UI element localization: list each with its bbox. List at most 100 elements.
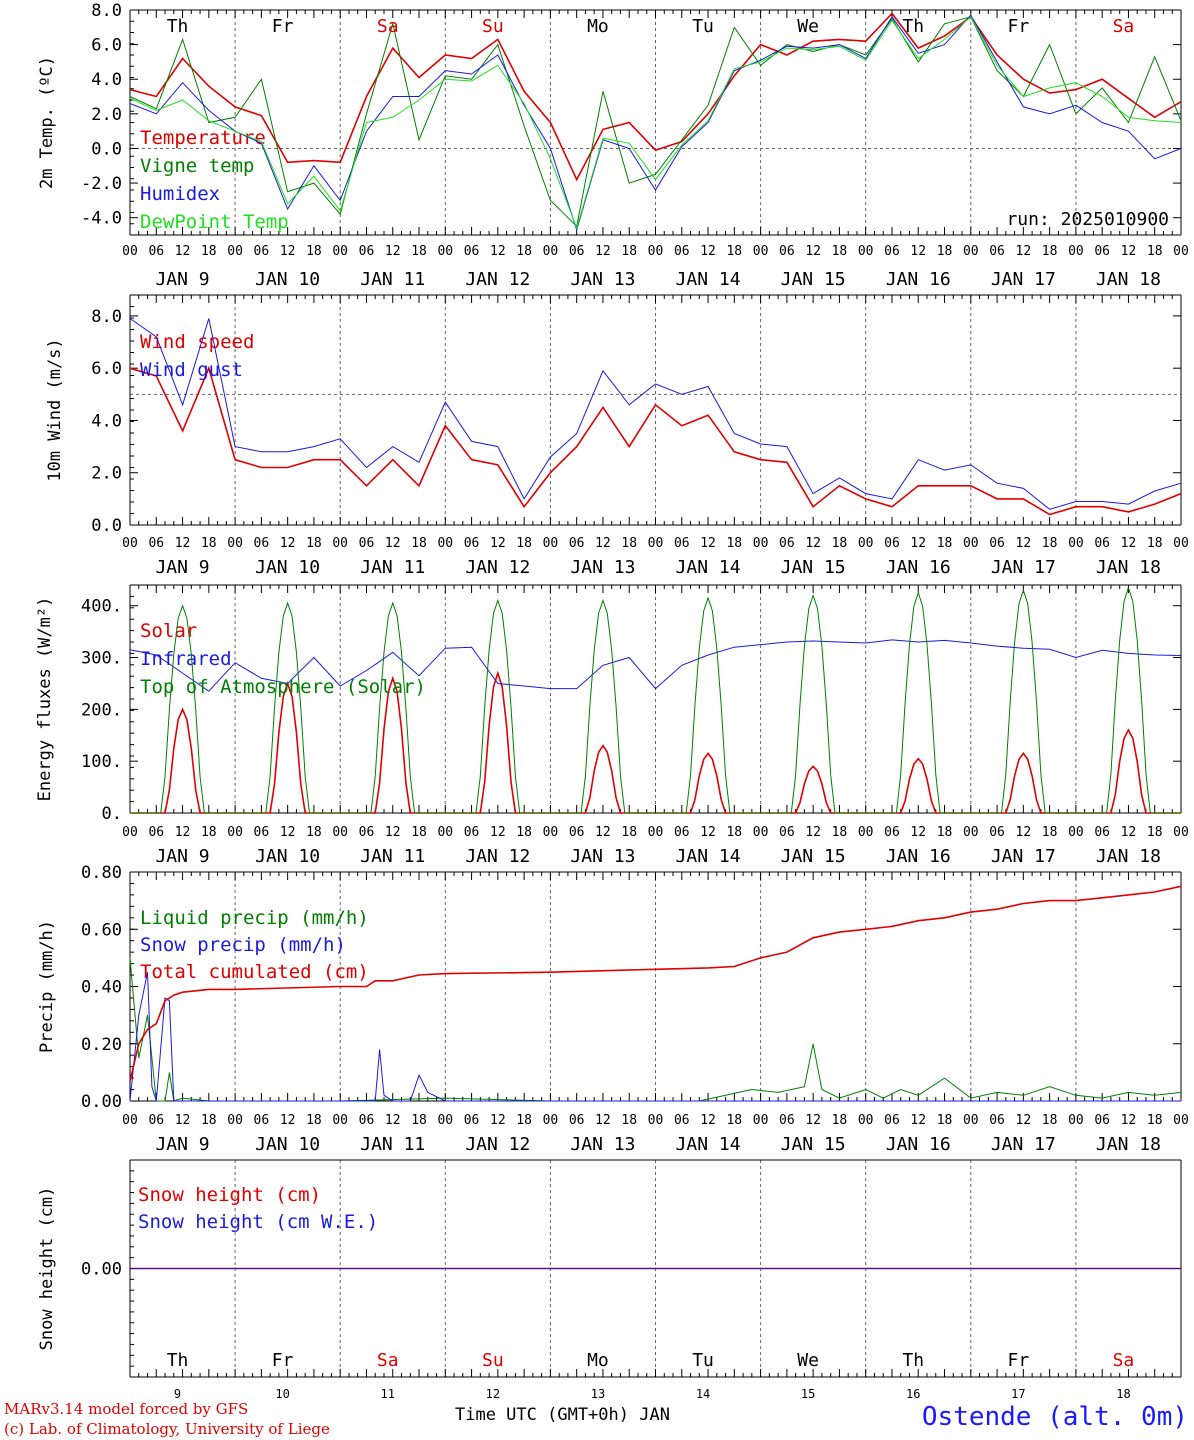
hour-tick-label: 06	[1094, 536, 1110, 551]
hour-tick-label: 00	[1068, 825, 1084, 840]
series-line-top-of-atmosphere-solar-	[130, 585, 1181, 814]
y-tick-label: 0.80	[81, 863, 122, 883]
hour-tick-label: 18	[411, 825, 427, 840]
hour-tick-label: 00	[543, 244, 559, 259]
y-axis-title: Snow height (cm)	[37, 1187, 57, 1351]
series-line-dewpoint-temp	[129, 16, 1182, 230]
hour-tick-label: 12	[1121, 1113, 1137, 1128]
hour-tick-label: 00	[543, 536, 559, 551]
date-label: JAN 15	[781, 846, 846, 867]
hour-tick-label: 06	[779, 1113, 795, 1128]
y-tick-label: 4.0	[91, 70, 122, 90]
date-label: JAN 11	[360, 557, 425, 578]
hour-tick-label: 12	[595, 825, 611, 840]
weekday-label-bottom: Th	[902, 1350, 924, 1371]
hour-tick-label: 00	[753, 825, 769, 840]
hour-tick-label: 00	[543, 825, 559, 840]
hour-tick-label: 00	[858, 244, 874, 259]
y-tick-label: 2.0	[91, 105, 122, 125]
hour-tick-label: 12	[280, 536, 296, 551]
date-label: JAN 13	[570, 1134, 635, 1155]
legend-entry: Wind speed	[140, 331, 254, 353]
panel-2: 8.0 6.0 4.0 2.0 0.0 10m Wind (m/s) 00 06 12 18 JAN…	[45, 294, 1189, 578]
hour-tick-label: 12	[175, 1113, 191, 1128]
y-tick-label: 100.	[81, 752, 122, 772]
y-tick-label: 6.0	[91, 359, 122, 379]
weekday-label-top: We	[797, 16, 819, 37]
hour-tick-label: 06	[148, 1113, 164, 1128]
day-number-label: 10	[275, 1387, 289, 1401]
hour-tick-label: 00	[122, 825, 138, 840]
legend-entry: Snow height (cm)	[138, 1184, 321, 1206]
day-number-label: 11	[381, 1387, 395, 1401]
hour-tick-label: 06	[1094, 825, 1110, 840]
hour-tick-label: 12	[490, 536, 506, 551]
y-axis-title: 10m Wind (m/s)	[45, 338, 65, 481]
hour-tick-label: 12	[595, 1113, 611, 1128]
y-tick-label: 0.0	[91, 139, 122, 159]
series-line-total-cumulated-cm-	[129, 885, 1182, 1082]
date-label: JAN 18	[1096, 269, 1161, 290]
y-tick-label: 6.0	[91, 36, 122, 56]
model-credit: MARv3.14 model forced by GFS	[4, 1400, 249, 1418]
hour-tick-label: 06	[884, 244, 900, 259]
hour-tick-label: 00	[227, 244, 243, 259]
hour-tick-label: 12	[280, 1113, 296, 1128]
hour-tick-label: 12	[1016, 536, 1032, 551]
hour-tick-label: 18	[411, 536, 427, 551]
hour-tick-label: 06	[674, 1113, 690, 1128]
hour-tick-label: 12	[595, 244, 611, 259]
hour-tick-label: 12	[805, 825, 821, 840]
hour-tick-label: 18	[516, 244, 532, 259]
hour-tick-label: 18	[411, 244, 427, 259]
hour-tick-label: 06	[674, 825, 690, 840]
hour-tick-label: 12	[1016, 244, 1032, 259]
hour-tick-label: 00	[437, 244, 453, 259]
weekday-label-top: Mo	[587, 16, 609, 37]
hour-tick-label: 00	[1068, 244, 1084, 259]
hour-tick-label: 00	[332, 536, 348, 551]
hour-tick-label: 18	[1042, 536, 1058, 551]
hour-tick-label: 06	[989, 536, 1005, 551]
hour-tick-label: 12	[910, 1113, 926, 1128]
hour-tick-label: 18	[937, 825, 953, 840]
legend-entry: Infrared	[140, 648, 232, 670]
weekday-label-top: Tu	[692, 16, 714, 37]
date-label: JAN 16	[886, 269, 951, 290]
hour-tick-label: 06	[359, 244, 375, 259]
hour-tick-label: 00	[227, 536, 243, 551]
panel-1: 8.0 6.0 4.0 2.0 0.0 -2.0 -4.0 2m Temp. (ºC) 00 06…	[37, 1, 1189, 290]
hour-tick-label: 06	[989, 244, 1005, 259]
y-tick-label: 200.	[81, 700, 122, 720]
date-label: JAN 14	[676, 557, 741, 578]
date-label: JAN 9	[155, 269, 209, 290]
day-number-label: 15	[801, 1387, 815, 1401]
y-tick-label: 0.60	[81, 920, 122, 940]
hour-tick-label: 06	[148, 825, 164, 840]
series-line-wind-gust	[129, 318, 1182, 510]
y-axis-title: Energy fluxes (W/m²)	[35, 597, 55, 802]
y-tick-label: 0.40	[81, 978, 122, 998]
hour-tick-label: 18	[621, 536, 637, 551]
hour-tick-label: 12	[910, 536, 926, 551]
legend-entry: Top of Atmosphere (Solar)	[140, 676, 426, 698]
weekday-label-top: Th	[902, 16, 924, 37]
hour-tick-label: 12	[280, 825, 296, 840]
day-number-label: 12	[486, 1387, 500, 1401]
hour-tick-label: 18	[937, 1113, 953, 1128]
hour-tick-label: 00	[332, 825, 348, 840]
hour-tick-label: 18	[832, 244, 848, 259]
hour-tick-label: 06	[254, 1113, 270, 1128]
weekday-label-top: Fr	[1008, 16, 1030, 37]
hour-tick-label: 00	[1173, 536, 1189, 551]
hour-tick-label: 12	[700, 244, 716, 259]
hour-tick-label: 00	[1173, 825, 1189, 840]
hour-tick-label: 00	[332, 244, 348, 259]
hour-tick-label: 18	[832, 825, 848, 840]
weekday-label-bottom: Mo	[587, 1350, 609, 1371]
hour-tick-label: 00	[963, 536, 979, 551]
hour-tick-label: 00	[753, 1113, 769, 1128]
series-line-wind-speed	[129, 365, 1182, 516]
weekday-label-bottom: We	[797, 1350, 819, 1371]
